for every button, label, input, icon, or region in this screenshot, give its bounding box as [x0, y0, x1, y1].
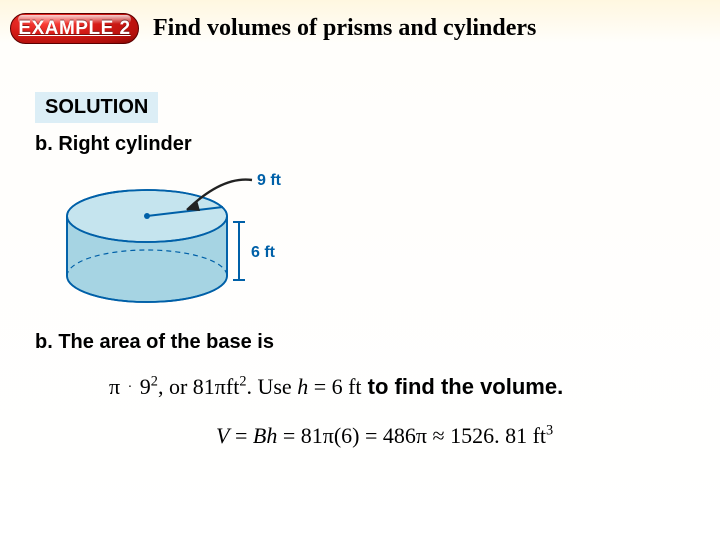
height-label: 6 ft [251, 244, 276, 261]
eq-6ft: = 6 ft [308, 374, 361, 399]
dot-op: · [126, 380, 135, 395]
mid-text: , or 81πft [158, 374, 239, 399]
shape-subheading: b. Right cylinder [35, 133, 192, 156]
sup-2a: 2 [151, 374, 158, 390]
nine: 9 [140, 374, 151, 399]
example-label: EXAMPLE 2 [18, 18, 130, 40]
h-var: h [297, 374, 308, 399]
rest-expr: = 81π(6) = 486π ≈ 1526. 81 ft [277, 423, 546, 448]
pi-symbol: π [109, 374, 120, 399]
area-subheading: b. The area of the base is [35, 331, 274, 354]
h-var-2: h [266, 423, 277, 448]
eq-sign-1: = [229, 423, 252, 448]
V-var: V [216, 423, 229, 448]
cylinder-diagram: 9 ft 6 ft [47, 168, 307, 318]
title-row: EXAMPLE 2 Find volumes of prisms and cyl… [10, 13, 536, 44]
slide-title: Find volumes of prisms and cylinders [153, 15, 536, 42]
B-var: B [253, 423, 266, 448]
solution-label: SOLUTION [35, 92, 158, 123]
find-volume-text: to find the volume. [362, 374, 564, 399]
example-pill: EXAMPLE 2 [10, 13, 139, 44]
slide: EXAMPLE 2 Find volumes of prisms and cyl… [0, 0, 720, 540]
expression-line-2: V = Bh = 81π(6) = 486π ≈ 1526. 81 ft3 [216, 423, 553, 449]
use-text: . Use [246, 374, 297, 399]
sup-3: 3 [546, 423, 553, 439]
expression-line-1: π · 92, or 81πft2. Use h = 6 ft to find … [109, 374, 563, 400]
radius-label: 9 ft [257, 172, 282, 189]
